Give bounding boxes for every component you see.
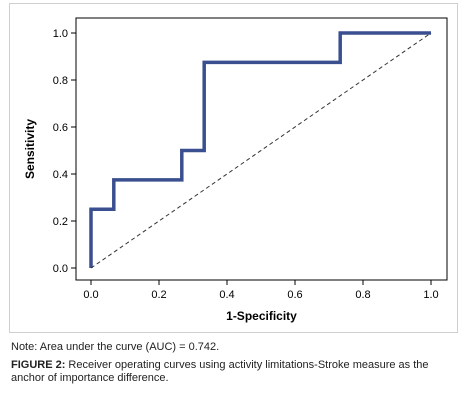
y-tick-label: 0.4 xyxy=(53,169,68,181)
plot-area xyxy=(75,17,448,281)
y-tick-label: 1.0 xyxy=(53,28,68,40)
series-layer xyxy=(89,31,432,269)
y-tick-label: 0.6 xyxy=(53,122,68,134)
caption-text: Receiver operating curves using activity… xyxy=(11,359,429,384)
y-tick-label: 0.8 xyxy=(53,75,68,87)
x-tick-label: 0.6 xyxy=(287,289,302,301)
y-tick-label: 0.2 xyxy=(53,216,68,228)
y-tick-label: 0.0 xyxy=(53,263,68,275)
figure-caption: FIGURE 2: Receiver operating curves using… xyxy=(11,359,459,385)
x-tick-label: 0.0 xyxy=(83,289,98,301)
x-tick-label: 0.2 xyxy=(151,289,166,301)
x-tick-label: 1.0 xyxy=(423,289,438,301)
figure-note: Note: Area under the curve (AUC) = 0.742… xyxy=(11,341,220,353)
x-tick-label: 0.4 xyxy=(219,289,234,301)
x-tick-label: 0.8 xyxy=(355,289,370,301)
figure-frame xyxy=(9,3,458,333)
y-axis: 0.0 0.2 0.4 0.6 0.8 1.0 xyxy=(53,28,76,275)
roc-curve-line xyxy=(89,31,431,268)
x-axis-label: 1-Specificity xyxy=(226,309,297,323)
reference-diagonal-line xyxy=(90,32,432,269)
roc-chart: 0.0 0.2 0.4 0.6 0.8 1.0 0.0 0.2 0.4 0.6 0.8 1.0 1-… xyxy=(23,17,448,323)
caption-label: FIGURE 2: xyxy=(11,359,66,371)
x-axis: 0.0 0.2 0.4 0.6 0.8 1.0 xyxy=(83,280,439,301)
y-axis-label: Sensitivity xyxy=(23,119,37,179)
